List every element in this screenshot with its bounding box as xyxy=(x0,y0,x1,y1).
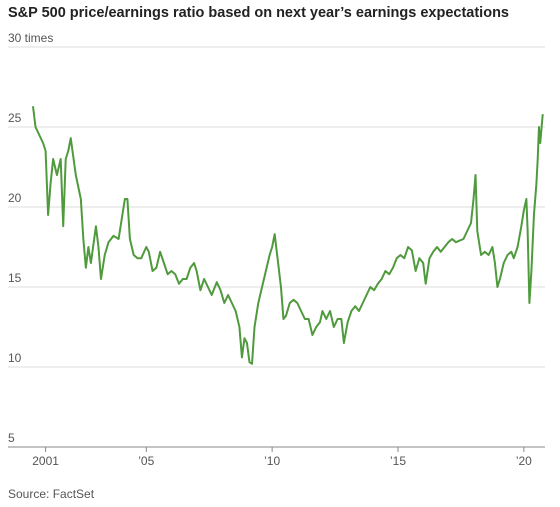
y-tick-label: 20 xyxy=(8,191,22,205)
x-tick-label: ’15 xyxy=(390,454,406,468)
x-tick-label: ’05 xyxy=(138,454,154,468)
x-tick-label: 2001 xyxy=(32,454,59,468)
y-tick-label: 25 xyxy=(8,111,22,125)
source-note: Source: FactSet xyxy=(8,487,95,501)
x-tick-label: ’20 xyxy=(516,454,532,468)
y-tick-label: 5 xyxy=(8,431,15,445)
data-line xyxy=(32,106,544,365)
chart-title: S&P 500 price/earnings ratio based on ne… xyxy=(8,5,509,21)
y-tick-label: 30 times xyxy=(8,31,53,45)
y-tick-label: 10 xyxy=(8,351,22,365)
y-tick-label: 15 xyxy=(8,271,22,285)
x-tick-label: ’10 xyxy=(264,454,280,468)
